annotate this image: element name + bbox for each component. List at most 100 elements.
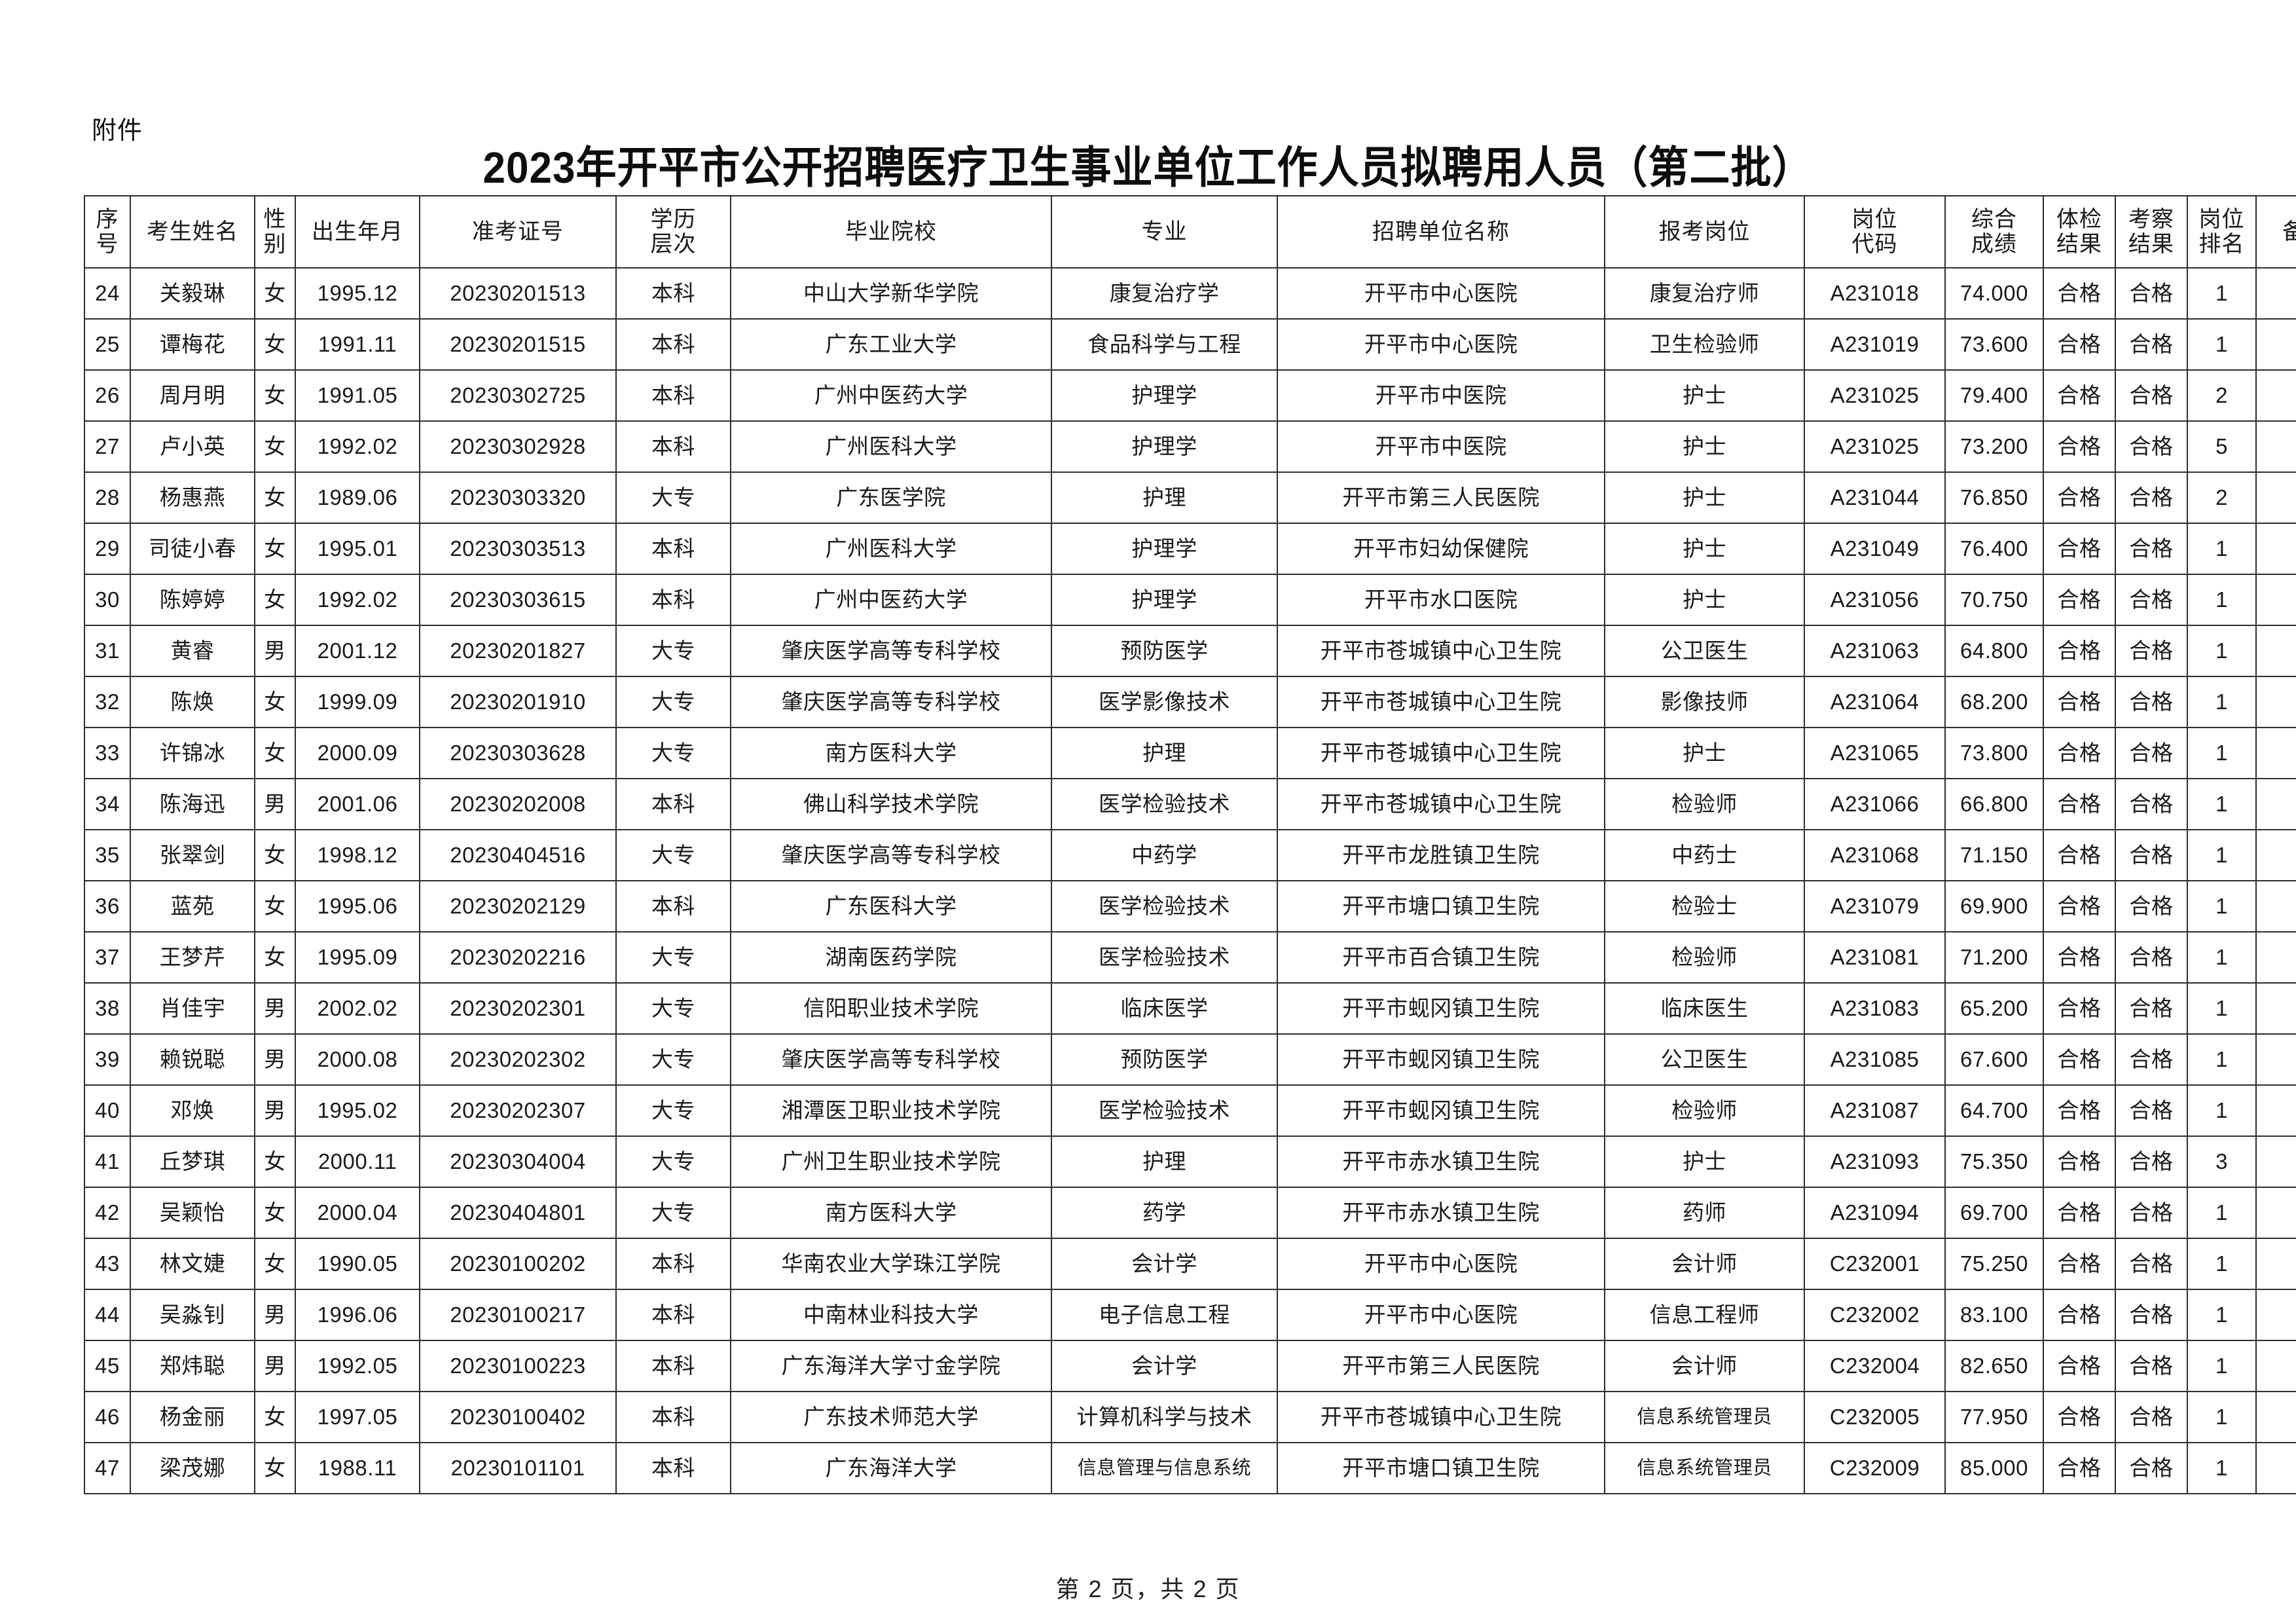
cell-seq: 27 xyxy=(84,420,131,473)
cell-post-code: A231025 xyxy=(1804,369,1946,422)
cell-rank: 1 xyxy=(2187,574,2257,626)
cell-inspection: 合格 xyxy=(2115,1442,2188,1494)
cell-physical: 合格 xyxy=(2043,727,2116,779)
cell-exam-no: 20230100402 xyxy=(419,1391,617,1443)
cell-name: 陈焕 xyxy=(130,676,255,728)
cell-seq: 31 xyxy=(84,625,131,677)
cell-birth: 1990.05 xyxy=(295,1238,420,1290)
cell-sex: 女 xyxy=(254,523,296,575)
cell-major: 会计学 xyxy=(1051,1340,1278,1392)
cell-rank: 1 xyxy=(2187,318,2257,371)
cell-major: 医学影像技术 xyxy=(1051,676,1278,728)
cell-post: 康复治疗师 xyxy=(1604,267,1805,320)
col-header-exam-no-line1: 准考证号 xyxy=(472,219,564,244)
table-body: 24 关毅琳女 1995.12 20230201513 本科 中山大学新华学院 康复治疗学开… xyxy=(84,267,2296,1494)
table-row: 26 周月明女 1991.05 20230302725 本科 广州中医药大学 护理学 开平市中… xyxy=(84,369,2296,422)
cell-birth: 2000.04 xyxy=(295,1187,420,1239)
cell-exam-no: 20230404516 xyxy=(419,829,617,881)
cell-score: 74.000 xyxy=(1944,267,2044,320)
cell-school: 华南农业大学珠江学院 xyxy=(730,1238,1052,1290)
cell-sex: 女 xyxy=(254,574,296,626)
cell-remark xyxy=(2255,471,2296,524)
cell-score: 70.750 xyxy=(1944,574,2044,626)
cell-physical: 合格 xyxy=(2043,625,2116,677)
cell-birth: 1998.12 xyxy=(295,829,420,881)
cell-remark xyxy=(2255,625,2296,677)
cell-rank: 1 xyxy=(2187,676,2257,728)
cell-score: 65.200 xyxy=(1944,982,2044,1035)
cell-org: 开平市蚬冈镇卫生院 xyxy=(1277,982,1605,1035)
cell-school: 湖南医药学院 xyxy=(730,931,1052,984)
cell-exam-no: 20230202216 xyxy=(419,931,617,984)
cell-name: 陈海迅 xyxy=(130,778,255,830)
cell-post-code: A231056 xyxy=(1804,574,1946,626)
cell-major: 医学检验技术 xyxy=(1051,778,1278,830)
cell-seq: 38 xyxy=(84,982,131,1035)
col-header-education-line1: 学历 xyxy=(650,206,697,232)
page-title: 2023年开平市公开招聘医疗卫生事业单位工作人员拟聘用人员（第二批） xyxy=(483,143,1813,193)
cell-inspection: 合格 xyxy=(2115,931,2188,984)
table-row: 29 司徒小春女 1995.01 20230303513 本科 广州医科大学 护理学 开平市妇… xyxy=(84,523,2296,575)
cell-birth: 2001.12 xyxy=(295,625,420,677)
cell-education: 大专 xyxy=(615,727,731,779)
cell-rank: 1 xyxy=(2187,1084,2257,1137)
cell-sex: 女 xyxy=(254,676,296,728)
cell-major: 食品科学与工程 xyxy=(1051,318,1278,371)
cell-name: 吴颖怡 xyxy=(130,1187,255,1239)
cell-education: 本科 xyxy=(615,1340,731,1392)
col-header-score-line1: 综合 xyxy=(1971,206,2017,232)
cell-post: 护士 xyxy=(1604,369,1805,422)
cell-inspection: 合格 xyxy=(2115,1084,2188,1137)
cell-org: 开平市妇幼保健院 xyxy=(1277,523,1605,575)
col-header-post-code-line1: 岗位 xyxy=(1851,206,1898,232)
cell-major: 预防医学 xyxy=(1051,625,1278,677)
cell-major: 护理学 xyxy=(1051,420,1278,473)
cell-score: 64.800 xyxy=(1944,625,2044,677)
cell-inspection: 合格 xyxy=(2115,318,2188,371)
cell-exam-no: 20230100223 xyxy=(419,1340,617,1392)
cell-name: 赖锐聪 xyxy=(130,1033,255,1086)
cell-rank: 1 xyxy=(2187,1238,2257,1290)
cell-rank: 1 xyxy=(2187,1033,2257,1086)
cell-name: 司徒小春 xyxy=(130,523,255,575)
cell-org: 开平市第三人民医院 xyxy=(1277,471,1605,524)
cell-org: 开平市水口医院 xyxy=(1277,574,1605,626)
cell-inspection: 合格 xyxy=(2115,1238,2188,1290)
col-header-org-line1: 招聘单位名称 xyxy=(1372,219,1510,244)
col-header-name: 考生姓名 xyxy=(130,195,255,268)
cell-org: 开平市苍城镇中心卫生院 xyxy=(1277,625,1605,677)
cell-physical: 合格 xyxy=(2043,982,2116,1035)
cell-name: 蓝苑 xyxy=(130,880,255,932)
cell-org: 开平市蚬冈镇卫生院 xyxy=(1277,1033,1605,1086)
cell-inspection: 合格 xyxy=(2115,1135,2188,1188)
cell-name: 黄睿 xyxy=(130,625,255,677)
col-header-major-line1: 专业 xyxy=(1141,219,1188,244)
cell-post: 检验师 xyxy=(1604,931,1805,984)
cell-org: 开平市塘口镇卫生院 xyxy=(1277,1442,1605,1494)
cell-post-code: A231093 xyxy=(1804,1135,1946,1188)
col-header-remark-line1: 备注 xyxy=(2259,219,2296,244)
cell-post: 会计师 xyxy=(1604,1238,1805,1290)
cell-rank: 1 xyxy=(2187,778,2257,830)
cell-seq: 25 xyxy=(84,318,131,371)
cell-seq: 30 xyxy=(84,574,131,626)
cell-physical: 合格 xyxy=(2043,1033,2116,1086)
cell-score: 75.250 xyxy=(1944,1238,2044,1290)
cell-school: 肇庆医学高等专科学校 xyxy=(730,1033,1052,1086)
cell-rank: 1 xyxy=(2187,880,2257,932)
cell-exam-no: 20230100217 xyxy=(419,1289,617,1341)
cell-remark xyxy=(2255,931,2296,984)
cell-birth: 1995.02 xyxy=(295,1084,420,1137)
table-row: 30 陈婷婷女 1992.02 20230303615 本科 广州中医药大学 护理学 开平市水… xyxy=(84,574,2296,626)
cell-post-code: A231079 xyxy=(1804,880,1946,932)
cell-post: 卫生检验师 xyxy=(1604,318,1805,371)
col-header-physical-line2: 结果 xyxy=(2056,232,2102,257)
cell-post: 公卫医生 xyxy=(1604,1033,1805,1086)
col-header-post-code-line2: 代码 xyxy=(1851,232,1898,257)
cell-post-code: A231019 xyxy=(1804,318,1946,371)
cell-remark xyxy=(2255,1084,2296,1137)
candidates-table-container: 序 号 考生姓名 性 别 出生年月 准考证号 xyxy=(84,195,2296,1494)
cell-birth: 1992.02 xyxy=(295,420,420,473)
cell-post: 护士 xyxy=(1604,574,1805,626)
